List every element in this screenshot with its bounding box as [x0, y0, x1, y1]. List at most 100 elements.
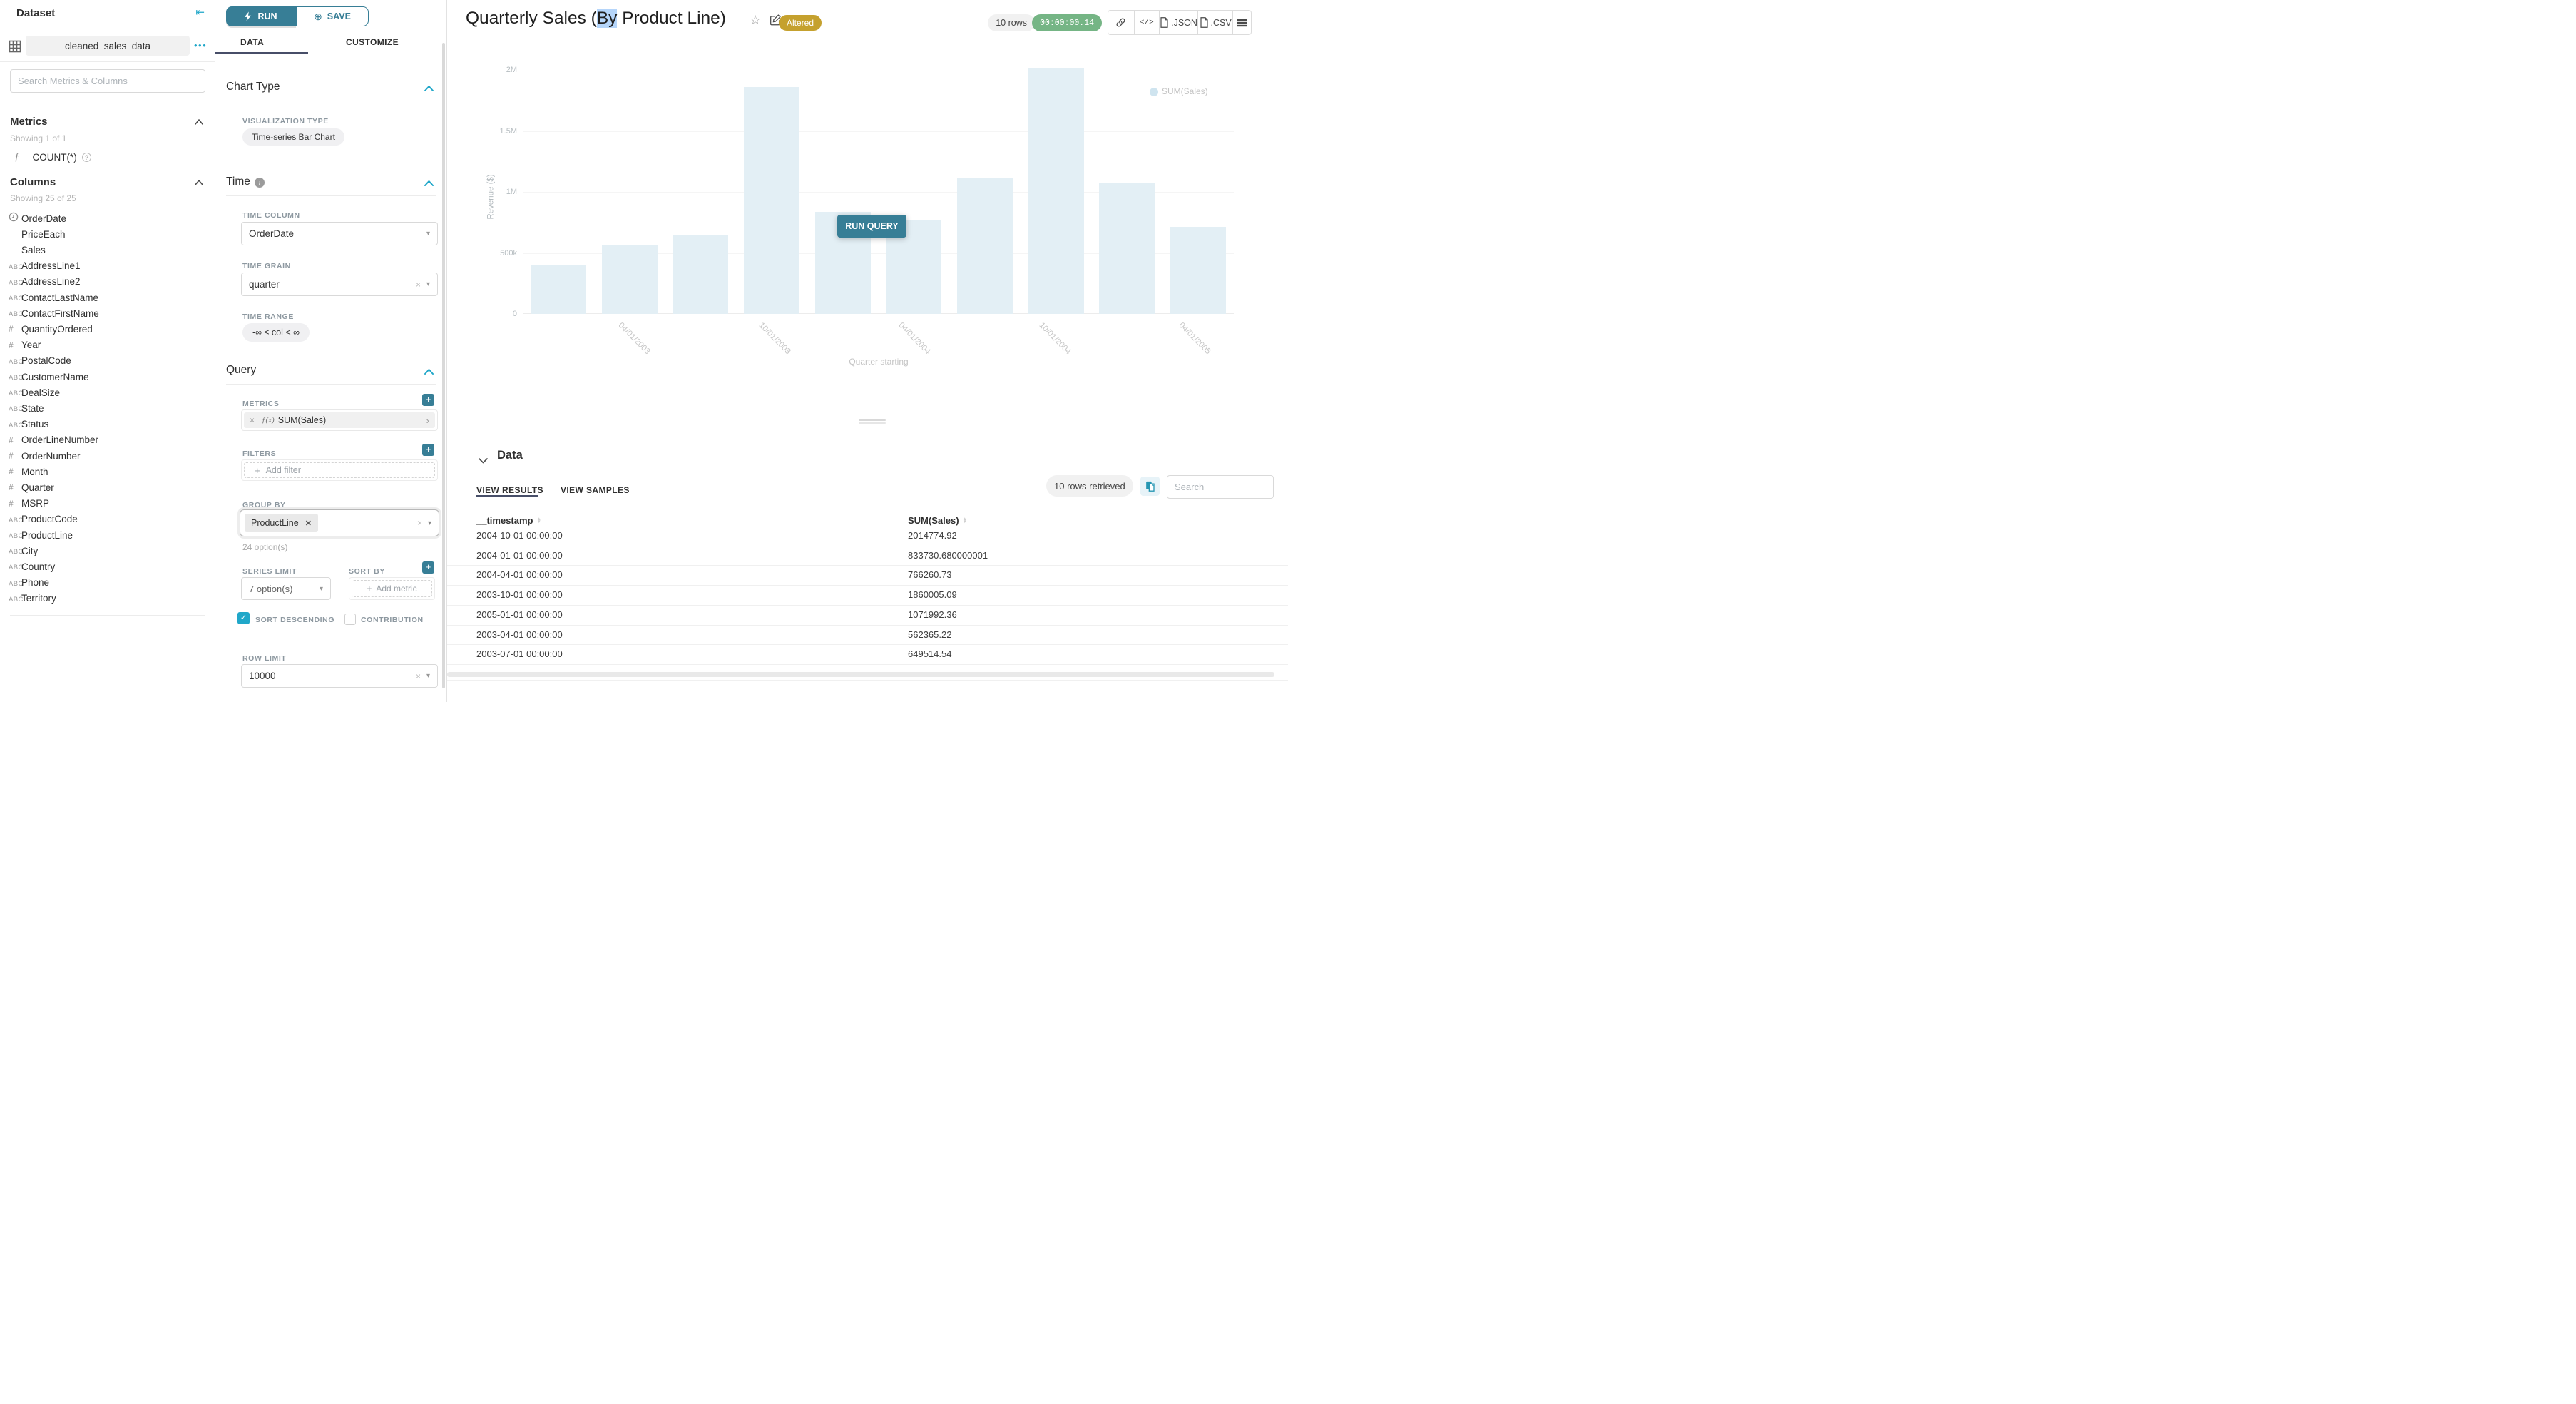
results-search-input[interactable]	[1167, 475, 1274, 499]
column-list-item[interactable]: ABC AddressLine2	[0, 274, 215, 290]
column-list-item[interactable]: ABC Status	[0, 417, 215, 432]
clear-icon[interactable]: ×	[415, 279, 421, 290]
column-list-item[interactable]: ABC AddressLine1	[0, 258, 215, 274]
bar-2004-07-01[interactable]	[957, 178, 1013, 314]
column-list-item[interactable]: ABC Phone	[0, 575, 215, 591]
bar-2003-10-01[interactable]	[743, 86, 799, 314]
chart-title[interactable]: Quarterly Sales (By Product Line)	[466, 9, 726, 28]
export-json-button[interactable]: .JSON	[1159, 11, 1197, 34]
plus-icon: +	[367, 584, 372, 594]
bar-2003-04-01[interactable]	[601, 245, 658, 314]
table-row[interactable]: 2004-10-01 00:00:00 2014774.92	[447, 526, 1288, 546]
add-filter-button[interactable]: +	[422, 444, 434, 456]
tab-view-results[interactable]: VIEW RESULTS	[476, 485, 543, 495]
export-csv-button[interactable]: .CSV	[1197, 11, 1232, 34]
column-list-item[interactable]: ABC City	[0, 543, 215, 559]
column-list-item[interactable]: # QuantityOrdered	[0, 321, 215, 337]
bar-2003-01-01[interactable]	[530, 265, 586, 314]
column-list-item[interactable]: PriceEach	[0, 226, 215, 242]
bar-2005-01-01[interactable]	[1099, 183, 1155, 314]
resize-handle[interactable]	[859, 422, 886, 424]
table-row[interactable]: 2004-04-01 00:00:00 766260.73	[447, 565, 1288, 585]
column-list-item[interactable]: ABC PostalCode	[0, 353, 215, 369]
metrics-collapse-icon[interactable]	[195, 119, 203, 125]
column-header-sum-sales[interactable]: SUM(Sales) ▲ ▼	[908, 515, 967, 526]
metric-list-item[interactable]: ƒ COUNT(*) ?	[14, 151, 91, 163]
data-collapse-icon[interactable]	[479, 454, 488, 467]
column-list-item[interactable]: Sales	[0, 242, 215, 258]
clear-icon[interactable]: ×	[415, 671, 421, 681]
column-list-item[interactable]: ABC ContactLastName	[0, 290, 215, 305]
search-metrics-columns-input[interactable]	[10, 69, 205, 93]
column-list-item[interactable]: # OrderNumber	[0, 448, 215, 464]
row-limit-select[interactable]: 10000 × ▾	[241, 664, 438, 688]
column-list-item[interactable]: # Year	[0, 337, 215, 353]
sort-descending-checkbox[interactable]: ✓	[237, 612, 250, 624]
dataset-options-menu[interactable]: •••	[194, 40, 208, 51]
column-list-item[interactable]: ABC Country	[0, 559, 215, 574]
table-row[interactable]: 2003-07-01 00:00:00 649514.54	[447, 644, 1288, 664]
add-filter-dropzone[interactable]: + Add filter	[244, 462, 435, 478]
time-range-chip[interactable]: -∞ ≤ col < ∞	[242, 323, 310, 342]
column-header-timestamp[interactable]: __timestamp ▲ ▼	[476, 515, 541, 526]
cell-timestamp: 2003-07-01 00:00:00	[476, 648, 563, 660]
column-list-item[interactable]: # OrderLineNumber	[0, 432, 215, 448]
column-list-item[interactable]: ABC DealSize	[0, 385, 215, 400]
column-list-item[interactable]: # Quarter	[0, 479, 215, 495]
table-row[interactable]: 2003-04-01 00:00:00 562365.22	[447, 625, 1288, 645]
table-row[interactable]: 2004-01-01 00:00:00 833730.680000001	[447, 546, 1288, 566]
add-metric-button[interactable]: +	[422, 394, 434, 406]
dataset-name-chip[interactable]: cleaned_sales_data	[26, 36, 190, 56]
column-list-item[interactable]: ABC CustomerName	[0, 369, 215, 385]
query-collapse-icon[interactable]	[424, 369, 434, 375]
series-limit-select[interactable]: 7 option(s) ▾	[241, 577, 331, 600]
column-list-item[interactable]: ABC State	[0, 400, 215, 416]
bar-2005-04-01[interactable]	[1170, 226, 1227, 314]
table-horizontal-scrollbar[interactable]	[447, 672, 1274, 677]
data-section-heading[interactable]: Data	[497, 449, 523, 462]
bar-2003-07-01[interactable]	[673, 234, 729, 314]
view-query-button[interactable]: </>	[1133, 11, 1160, 34]
save-button[interactable]: ⊕ SAVE	[296, 6, 369, 26]
group-by-chip[interactable]: ProductLine ✕	[245, 514, 318, 532]
add-sort-metric-button[interactable]: +	[422, 561, 434, 574]
contribution-checkbox[interactable]	[344, 614, 356, 625]
column-list-item[interactable]: ABC Territory	[0, 591, 215, 606]
time-grain-select[interactable]: quarter × ▾	[241, 273, 438, 296]
table-row[interactable]: 2005-01-01 00:00:00 1071992.36	[447, 605, 1288, 625]
column-list-item[interactable]: ABC ContactFirstName	[0, 305, 215, 321]
time-collapse-icon[interactable]	[424, 180, 434, 186]
run-query-button[interactable]: RUN QUERY	[837, 215, 906, 238]
run-button[interactable]: RUN	[226, 6, 296, 26]
copy-link-button[interactable]	[1108, 11, 1134, 34]
altered-badge[interactable]: Altered	[779, 15, 822, 31]
visualization-type-chip[interactable]: Time-series Bar Chart	[242, 128, 344, 146]
resize-handle[interactable]	[859, 419, 886, 421]
clear-icon[interactable]: ×	[416, 518, 422, 528]
chart-type-collapse-icon[interactable]	[424, 86, 434, 91]
collapse-sidebar-icon[interactable]: ⇤	[195, 6, 205, 19]
column-list-item[interactable]: ABC ProductLine	[0, 527, 215, 543]
tab-data[interactable]: DATA	[240, 37, 265, 47]
add-sort-metric-dropzone[interactable]: + Add metric	[352, 580, 432, 597]
tab-customize[interactable]: CUSTOMIZE	[346, 37, 399, 47]
panel-scrollbar[interactable]	[442, 43, 445, 688]
more-options-button[interactable]	[1232, 11, 1251, 34]
time-column-select[interactable]: OrderDate ▾	[241, 222, 438, 245]
remove-metric-icon[interactable]: ×	[250, 415, 255, 425]
column-list-item[interactable]: OrderDate	[0, 210, 215, 226]
column-list-item[interactable]: # Month	[0, 464, 215, 479]
columns-collapse-icon[interactable]	[195, 180, 203, 185]
tab-view-samples[interactable]: VIEW SAMPLES	[561, 485, 630, 495]
column-list-item[interactable]: # MSRP	[0, 496, 215, 512]
remove-chip-icon[interactable]: ✕	[305, 519, 312, 528]
table-row[interactable]: 2003-10-01 00:00:00 1860005.09	[447, 585, 1288, 605]
bar-2004-10-01[interactable]	[1028, 68, 1084, 314]
legend-label[interactable]: SUM(Sales)	[1162, 86, 1208, 96]
favorite-star-icon[interactable]: ☆	[750, 13, 762, 27]
copy-data-button[interactable]	[1140, 477, 1160, 496]
metric-chip[interactable]: × ƒ(x) SUM(Sales) ›	[244, 412, 435, 428]
legend-marker-icon[interactable]	[1150, 88, 1158, 96]
column-list-item[interactable]: ABC ProductCode	[0, 512, 215, 527]
group-by-select[interactable]: ProductLine ✕ × ▾	[240, 509, 439, 536]
